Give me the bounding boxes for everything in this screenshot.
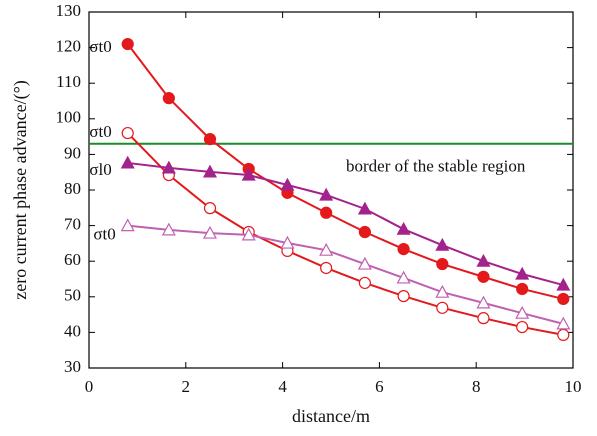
y-tick-label: 90 xyxy=(64,143,81,162)
point xyxy=(396,221,411,235)
point xyxy=(476,253,491,267)
point xyxy=(203,202,217,215)
x-tick-label: 10 xyxy=(565,377,582,396)
y-tick-label: 50 xyxy=(64,286,81,305)
point xyxy=(320,261,333,275)
point xyxy=(435,237,450,251)
series-label: σt0 xyxy=(89,122,111,141)
point xyxy=(121,37,134,51)
series-label: σt0 xyxy=(93,225,115,244)
point xyxy=(557,292,570,306)
point xyxy=(202,164,218,178)
point xyxy=(161,160,176,174)
point xyxy=(319,242,334,256)
point xyxy=(162,92,175,105)
point xyxy=(516,282,529,296)
series-line xyxy=(126,43,564,300)
point xyxy=(397,289,410,303)
y-tick-label: 130 xyxy=(56,1,82,20)
point xyxy=(396,270,411,284)
point xyxy=(556,316,571,330)
y-tick-label: 60 xyxy=(64,250,81,269)
plot-frame xyxy=(88,11,574,369)
series-line xyxy=(127,224,564,325)
point xyxy=(280,235,295,249)
series-label: σt0 xyxy=(89,37,111,56)
point xyxy=(516,320,529,334)
point xyxy=(357,256,372,270)
x-axis-label: distance/m xyxy=(292,406,370,426)
y-tick-label: 110 xyxy=(56,72,81,91)
point xyxy=(241,167,256,181)
point xyxy=(397,242,410,256)
point xyxy=(476,295,491,309)
point xyxy=(120,218,135,232)
y-axis-label: zero current phase advance/(°) xyxy=(10,80,31,300)
point xyxy=(515,266,530,280)
point xyxy=(477,312,490,325)
series-line xyxy=(127,161,564,287)
series-line xyxy=(127,132,564,336)
y-tick-label: 80 xyxy=(64,179,81,198)
y-tick-label: 70 xyxy=(64,215,81,234)
point xyxy=(120,155,135,169)
series-label: σl0 xyxy=(89,160,111,179)
point xyxy=(436,257,449,271)
point xyxy=(435,284,450,298)
x-tick-label: 4 xyxy=(278,377,287,396)
x-tick-label: 6 xyxy=(375,377,384,396)
point xyxy=(556,277,571,291)
y-tick-label: 100 xyxy=(56,108,82,127)
point xyxy=(358,225,371,239)
y-tick-label: 40 xyxy=(64,321,81,340)
reference-label: border of the stable region xyxy=(346,157,526,176)
point xyxy=(319,187,334,201)
x-tick-label: 2 xyxy=(182,377,191,396)
point xyxy=(241,227,256,241)
y-tick-label: 30 xyxy=(64,357,81,376)
point xyxy=(358,276,371,290)
point xyxy=(477,270,490,283)
x-tick-label: 0 xyxy=(85,377,94,396)
point xyxy=(320,206,333,219)
point xyxy=(280,177,295,191)
point xyxy=(203,132,217,146)
point xyxy=(357,201,372,215)
point xyxy=(161,222,176,236)
point xyxy=(121,126,134,140)
point xyxy=(557,328,570,341)
point xyxy=(202,225,218,239)
y-tick-label: 120 xyxy=(56,37,82,56)
x-tick-label: 8 xyxy=(472,377,481,396)
point xyxy=(436,301,449,314)
point xyxy=(515,305,530,319)
